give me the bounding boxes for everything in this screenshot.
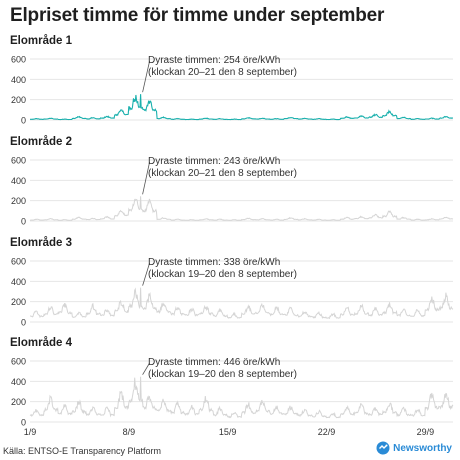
- y-tick-label: 600: [11, 357, 26, 367]
- annotation-leader: [142, 161, 150, 195]
- y-tick-label: 200: [11, 95, 26, 105]
- x-tick-label: 15/9: [219, 427, 237, 437]
- panel-title: Elområde 1: [10, 35, 73, 47]
- y-tick-label: 0: [21, 217, 26, 227]
- y-tick-label: 0: [21, 418, 26, 428]
- panel-3: Elområde 3 0 200 400 600 Dyraste timmen: 338 …: [10, 237, 454, 328]
- x-tick-label: 8/9: [123, 427, 136, 437]
- y-tick-label: 400: [11, 176, 26, 186]
- brand-icon: [376, 441, 390, 455]
- y-tick-label: 400: [11, 75, 26, 85]
- annotation-line-2: (klockan 19–20 den 8 september): [148, 369, 297, 380]
- chart-title: Elpriset timme för timme under september: [10, 5, 385, 26]
- panel-title: Elområde 2: [10, 136, 72, 148]
- brand-logo: Newsworthy: [376, 441, 452, 455]
- annotation-leader: [142, 262, 150, 286]
- annotation-line-2: (klockan 20–21 den 8 september): [148, 168, 297, 179]
- y-tick-label: 600: [11, 257, 26, 267]
- annotation-line-2: (klockan 20–21 den 8 september): [148, 67, 297, 78]
- y-tick-label: 0: [21, 116, 26, 126]
- annotation-line-1: Dyraste timmen: 243 öre/kWh: [148, 156, 280, 167]
- series-line: [30, 94, 453, 121]
- x-axis: 1/9 8/9 15/9 22/9 29/9: [24, 427, 434, 437]
- source-note: Källa: ENTSO-E Transparency Platform: [3, 446, 162, 456]
- annotation-line-2: (klockan 19–20 den 8 september): [148, 269, 297, 280]
- y-tick-label: 200: [11, 196, 26, 206]
- panel-4: Elområde 4 0 200 400 600 Dyraste timmen: 446 …: [10, 337, 454, 428]
- series-line: [29, 196, 454, 221]
- y-tick-label: 200: [11, 397, 26, 407]
- panel-title: Elområde 3: [10, 237, 72, 249]
- panel-1: Elområde 1 0 200 400 600 Dyraste timmen: 254 …: [10, 35, 453, 126]
- annotation-leader: [142, 60, 150, 93]
- y-tick-label: 600: [11, 156, 26, 166]
- annotation-line-1: Dyraste timmen: 254 öre/kWh: [148, 55, 280, 66]
- annotation-line-1: Dyraste timmen: 446 öre/kWh: [148, 357, 280, 368]
- panel-title: Elområde 4: [10, 337, 73, 349]
- x-tick-label: 29/9: [417, 427, 435, 437]
- x-tick-label: 1/9: [24, 427, 37, 437]
- y-tick-label: 200: [11, 297, 26, 307]
- annotation-line-1: Dyraste timmen: 338 öre/kWh: [148, 257, 280, 268]
- y-tick-label: 400: [11, 377, 26, 387]
- annotation-leader: [142, 362, 150, 375]
- panel-2: Elområde 2 0 200 400 600 Dyraste timmen: 243 …: [10, 136, 454, 227]
- y-tick-label: 400: [11, 277, 26, 287]
- y-tick-label: 0: [21, 318, 26, 328]
- brand-name: Newsworthy: [393, 442, 452, 454]
- x-tick-label: 22/9: [318, 427, 336, 437]
- series-line: [30, 287, 454, 320]
- series-line: [29, 376, 454, 419]
- y-tick-label: 600: [11, 55, 26, 65]
